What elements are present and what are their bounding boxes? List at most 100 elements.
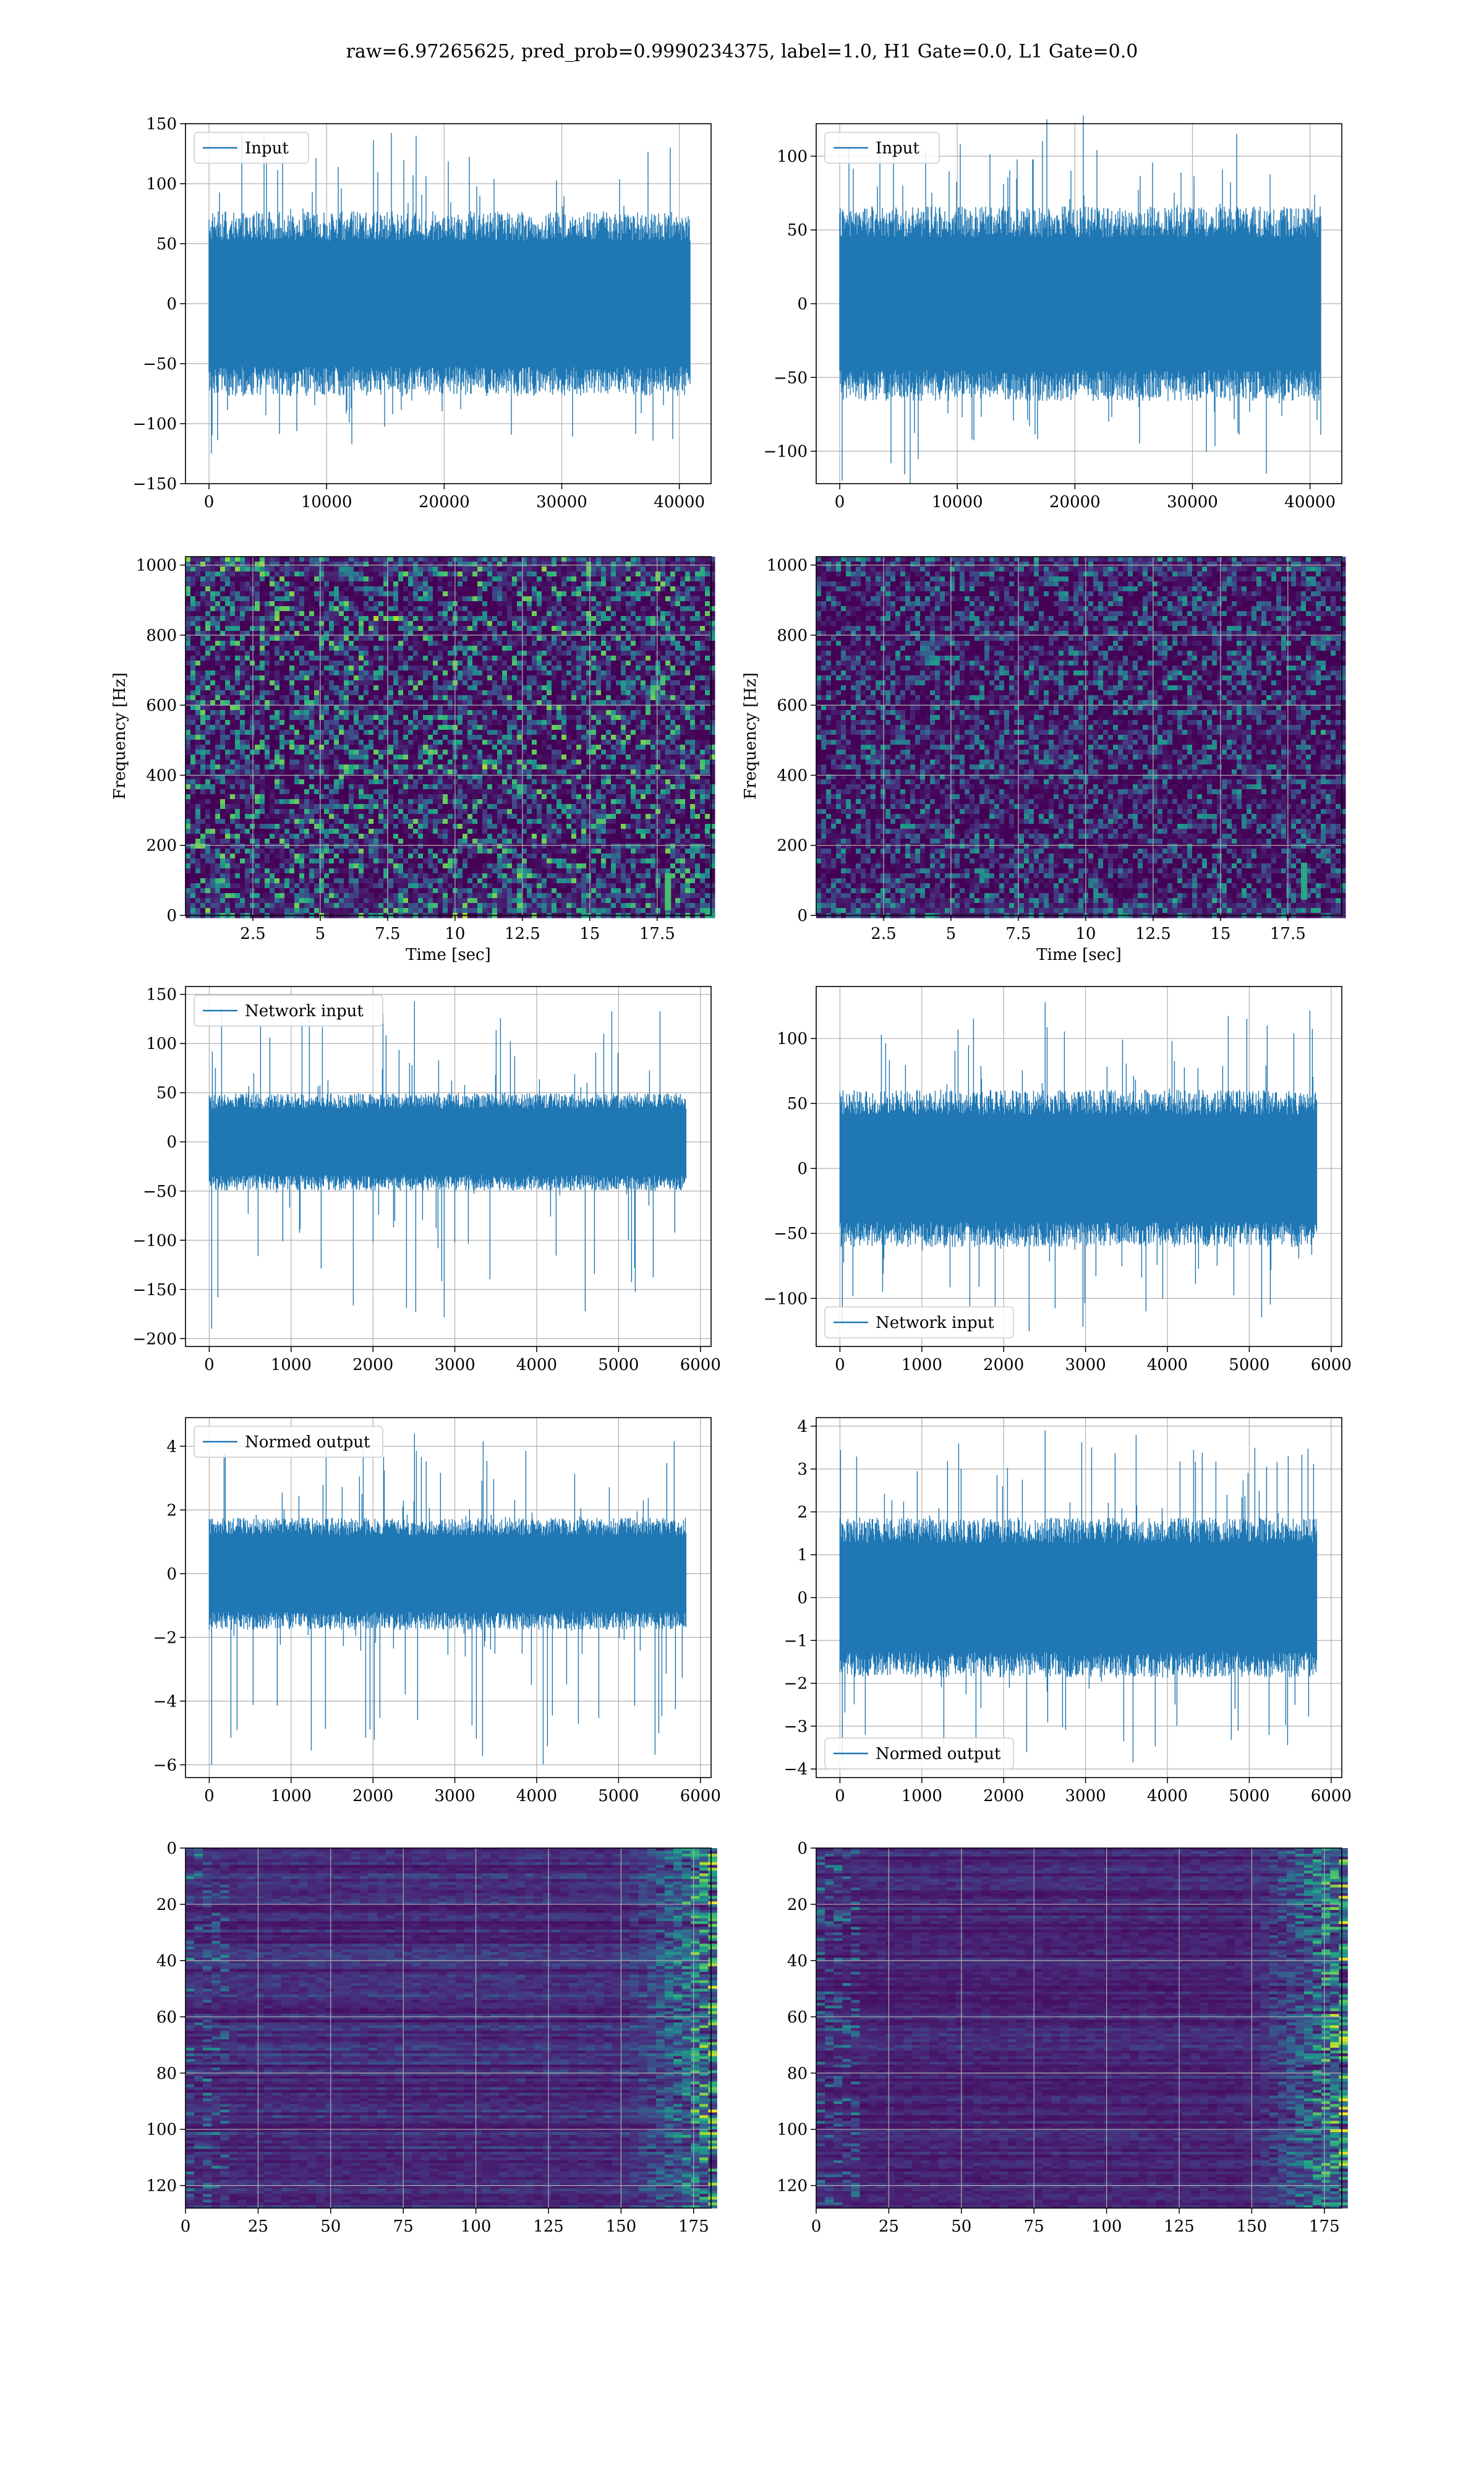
h1-spectrogram-cell xyxy=(284,685,290,691)
h1-spectrogram-cell xyxy=(690,611,696,617)
h1-spectrogram-cell xyxy=(448,557,453,562)
h1-spectrogram-cell xyxy=(601,675,607,681)
h1-spectrogram-cell xyxy=(566,646,572,651)
h1-spectrogram-cell xyxy=(235,567,241,572)
h1-spectrogram-cell xyxy=(438,576,443,582)
h1-spectrogram-cell xyxy=(200,661,206,666)
h1-spectrogram-cell xyxy=(403,586,409,592)
h1-spectrogram-cell xyxy=(393,562,399,567)
h1-spectrogram-cell xyxy=(309,710,315,716)
h1-spectrogram-cell xyxy=(685,616,691,622)
h1-spectrogram-cell xyxy=(655,646,661,651)
h1-spectrogram-cell xyxy=(329,735,335,740)
h1-spectrogram-cell xyxy=(334,705,339,711)
h1-spectrogram-cell xyxy=(289,740,295,745)
h1-spectrogram-cell xyxy=(655,720,661,726)
h1-spectrogram-cell xyxy=(601,670,607,676)
h1-spectrogram-cell xyxy=(373,760,379,765)
h1-spectrogram-cell xyxy=(660,715,666,721)
h1-spectrogram-cell xyxy=(413,779,419,785)
h1-spectrogram-cell xyxy=(542,576,547,582)
h1-spectrogram-cell xyxy=(502,666,508,671)
h1-spectrogram-cell xyxy=(250,750,255,755)
h1-spectrogram-cell xyxy=(502,685,508,691)
h1-spectrogram-cell xyxy=(443,764,448,770)
h1-spectrogram-cell xyxy=(220,675,226,681)
h1-spectrogram-cell xyxy=(670,705,676,711)
h1-spectrogram-cell xyxy=(403,710,409,716)
h1-spectrogram-cell xyxy=(373,745,379,750)
h1-spectrogram-cell xyxy=(512,700,518,706)
h1-spectrogram-cell xyxy=(586,720,592,726)
h1-spectrogram-cell xyxy=(314,611,320,617)
h1-spectrogram-cell xyxy=(433,571,438,577)
h1-spectrogram-cell xyxy=(532,641,537,646)
h1-spectrogram-cell xyxy=(373,571,379,577)
h1-spectrogram-cell xyxy=(477,557,483,562)
h1-spectrogram-cell xyxy=(685,666,691,671)
h1-spectrogram-cell xyxy=(413,557,419,562)
h1-spectrogram-cell xyxy=(275,591,280,597)
h1-spectrogram-cell xyxy=(492,764,498,770)
h1-spectrogram-cell xyxy=(532,680,537,686)
h1-spectrogram-cell xyxy=(477,666,483,671)
h1-spectrogram-cell xyxy=(364,730,369,735)
h1-spectrogram-cell xyxy=(517,636,522,641)
h1-spectrogram-cell xyxy=(369,715,374,721)
h1-spectrogram-cell xyxy=(393,675,399,681)
h1-spectrogram-cell xyxy=(245,562,250,567)
h1-spectrogram-cell xyxy=(492,611,498,617)
h1-spectrogram-cell xyxy=(428,695,433,701)
h1-spectrogram-cell xyxy=(319,661,325,666)
h1-spectrogram-cell xyxy=(472,601,478,607)
h1-spectrogram-cell xyxy=(591,750,597,755)
h1-spectrogram-cell xyxy=(463,675,468,681)
h1-spectrogram-cell xyxy=(492,621,498,627)
h1-spectrogram-cell xyxy=(349,675,354,681)
h1-spectrogram-cell xyxy=(606,760,612,765)
h1-spectrogram-cell xyxy=(542,641,547,646)
h1-spectrogram-cell xyxy=(680,769,686,775)
h1-spectrogram-cell xyxy=(388,666,394,671)
h1-spectrogram-cell xyxy=(349,670,354,676)
h1-spectrogram-cell xyxy=(601,695,607,701)
h1-spectrogram-cell xyxy=(344,740,349,745)
h1-spectrogram-cell xyxy=(265,730,270,735)
h1-spectrogram-cell xyxy=(438,725,443,730)
h1-spectrogram-cell xyxy=(344,666,349,671)
h1-spectrogram-cell xyxy=(700,735,706,740)
h1-spectrogram-cell xyxy=(512,591,518,597)
h1-spectrogram-cell xyxy=(641,670,646,676)
h1-spectrogram-cell xyxy=(655,651,661,656)
h1-spectrogram-cell xyxy=(438,586,443,592)
h1-spectrogram-cell xyxy=(675,710,681,716)
h1-spectrogram-cell xyxy=(299,779,305,785)
h1-spectrogram-cell xyxy=(304,769,310,775)
h1-spectrogram-cell xyxy=(275,695,280,701)
h1-spectrogram-cell xyxy=(552,735,557,740)
h1-spectrogram-cell xyxy=(571,571,577,577)
h1-spectrogram-cell xyxy=(502,695,508,701)
h1-spectrogram-cell xyxy=(433,636,438,641)
h1-spectrogram-cell xyxy=(487,636,493,641)
h1-spectrogram-cell xyxy=(344,675,349,681)
h1-spectrogram-cell xyxy=(576,670,582,676)
h1-spectrogram-cell xyxy=(512,755,518,760)
h1-spectrogram-cell xyxy=(364,591,369,597)
h1-spectrogram-cell xyxy=(324,656,330,661)
h1-spectrogram-cell xyxy=(448,596,453,602)
h1-spectrogram-cell xyxy=(359,750,364,755)
h1-spectrogram-cell xyxy=(458,601,463,607)
h1-spectrogram-cell xyxy=(423,735,429,740)
h1-spectrogram-cell xyxy=(507,586,513,592)
h1-spectrogram-cell xyxy=(467,571,473,577)
h1-spectrogram-cell xyxy=(467,705,473,711)
h1-spectrogram-cell xyxy=(467,601,473,607)
h1-spectrogram-cell xyxy=(354,700,359,706)
h1-spectrogram-cell xyxy=(354,567,359,572)
h1-spectrogram-cell xyxy=(250,571,255,577)
h1-spectrogram-cell xyxy=(591,695,597,701)
h1-spectrogram-cell xyxy=(458,685,463,691)
h1-spectrogram-cell xyxy=(601,745,607,750)
h1-spectrogram-cell xyxy=(433,735,438,740)
